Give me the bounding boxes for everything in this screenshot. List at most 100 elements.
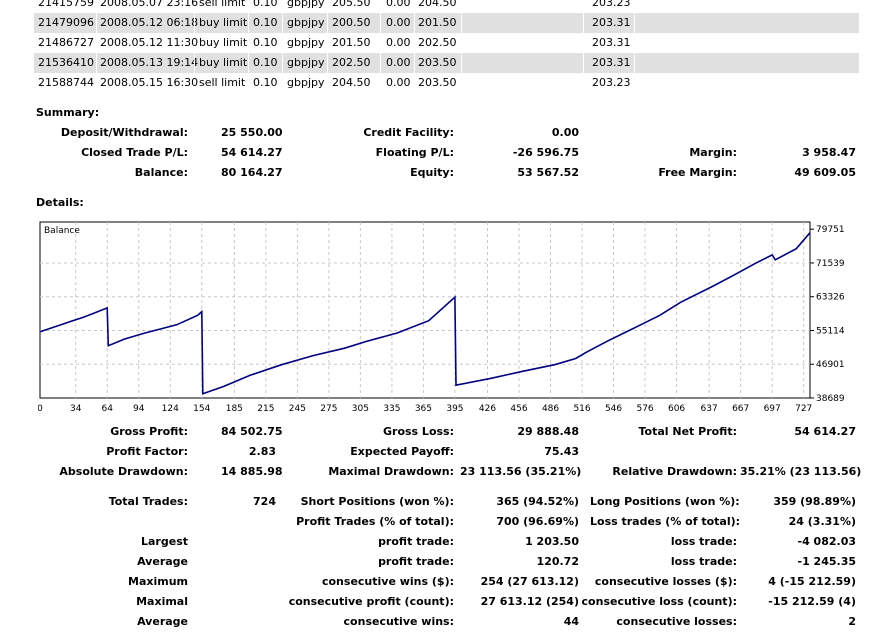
x-tick-label: 215	[257, 404, 274, 414]
floating-pl-value: -26 596.75	[512, 146, 579, 159]
gross-loss: 29 888.48	[517, 425, 579, 438]
maximal-label: Maximal	[136, 595, 188, 608]
order-current: 203.31	[592, 16, 631, 29]
order-tp: 203.50	[418, 76, 457, 89]
order-price: 202.50	[332, 56, 371, 69]
column-divider	[327, 53, 328, 73]
x-tick-label: 516	[573, 404, 590, 414]
total-trades: 724	[253, 495, 276, 508]
total-net-profit-label: Total Net Profit:	[638, 425, 738, 438]
deposit-label: Deposit/Withdrawal:	[60, 126, 188, 139]
deposit-value: 25 550.00	[221, 126, 283, 139]
relative-drawdown-label: Relative Drawdown:	[612, 465, 737, 478]
balance-label: Balance:	[134, 166, 188, 179]
max-losses-label: consecutive losses ($):	[594, 575, 737, 588]
gross-profit-label: Gross Profit:	[110, 425, 188, 438]
profit-factor-label: Profit Factor:	[106, 445, 188, 458]
closed-pl-label: Closed Trade P/L:	[81, 146, 188, 159]
x-tick-label: 34	[70, 404, 82, 414]
order-tp: 202.50	[418, 36, 457, 49]
free-margin-label: Free Margin:	[658, 166, 737, 179]
avg-cons-losses-label: consecutive losses:	[616, 615, 737, 628]
x-tick-label: 395	[446, 404, 463, 414]
column-divider	[96, 13, 97, 33]
credit-label: Credit Facility:	[363, 126, 454, 139]
x-tick-label: 0	[38, 404, 43, 414]
average-label: Average	[137, 555, 188, 568]
order-price: 205.50	[332, 0, 371, 9]
column-divider	[327, 13, 328, 33]
x-tick-label: 335	[383, 404, 400, 414]
order-price: 200.50	[332, 16, 371, 29]
order-type: sell limit	[199, 0, 246, 9]
floating-pl-label: Floating P/L:	[375, 146, 454, 159]
avg-cons-wins: 44	[563, 615, 579, 628]
column-divider	[282, 13, 283, 33]
order-symbol: gbpjpy	[287, 16, 325, 29]
x-tick-label: 576	[636, 404, 653, 414]
x-tick-label: 185	[226, 404, 243, 414]
largest-label: Largest	[141, 535, 188, 548]
order-time: 2008.05.15 16:30	[100, 76, 199, 89]
column-divider	[461, 13, 462, 33]
avg-cons-wins-label: consecutive wins:	[343, 615, 454, 628]
margin-label: Margin:	[689, 146, 737, 159]
order-size: 0.10	[253, 0, 278, 9]
column-divider	[583, 53, 584, 73]
maximal-profit-label: consecutive profit (count):	[288, 595, 454, 608]
max-wins-label: consecutive wins ($):	[321, 575, 454, 588]
long-positions-label: Long Positions (won %):	[590, 495, 740, 508]
y-tick-label: 46901	[816, 360, 845, 370]
column-divider	[96, 53, 97, 73]
y-tick-label: 79751	[816, 225, 845, 235]
x-tick-label: 546	[605, 404, 622, 414]
x-tick-label: 275	[320, 404, 337, 414]
average-loss-label: loss trade:	[670, 555, 737, 568]
maximal-loss: -15 212.59 (4)	[768, 595, 856, 608]
max-losses: 4 (-15 212.59)	[768, 575, 856, 588]
absolute-drawdown: 14 885.98	[221, 465, 283, 478]
order-time: 2008.05.12 06:18	[100, 16, 199, 29]
summary-heading: Summary:	[36, 106, 100, 119]
balance-series-line	[39, 232, 811, 395]
order-symbol: gbpjpy	[287, 76, 325, 89]
total-net-profit: 54 614.27	[794, 425, 856, 438]
chart-title: Balance	[44, 226, 80, 236]
maximal-drawdown-label: Maximal Drawdown:	[328, 465, 454, 478]
order-sl: 0.00	[386, 0, 411, 9]
order-sl: 0.00	[386, 56, 411, 69]
balance-chart: 0 34 64 94 124 154 185 215 245 275 305 335 365 395 426…	[38, 221, 845, 414]
largest-profit: 1 203.50	[525, 535, 579, 548]
x-tick-label: 64	[102, 404, 114, 414]
x-tick-label: 456	[510, 404, 527, 414]
short-positions: 365 (94.52%)	[496, 495, 579, 508]
average-loss: -1 245.35	[797, 555, 857, 568]
order-row: 21536410 2008.05.13 19:14 buy limit 0.10 gbp…	[34, 53, 859, 73]
profit-trades: 700 (96.69%)	[496, 515, 579, 528]
column-divider	[282, 53, 283, 73]
x-tick-label: 94	[133, 404, 145, 414]
order-sl: 0.00	[386, 76, 411, 89]
column-divider	[634, 13, 635, 33]
average2-label: Average	[137, 615, 188, 628]
order-size: 0.10	[253, 36, 278, 49]
expected-payoff-label: Expected Payoff:	[350, 445, 454, 458]
order-id: 21486727	[38, 36, 94, 49]
order-sl: 0.00	[386, 16, 411, 29]
maximal-drawdown: 23 113.56 (35.21%)	[460, 465, 582, 478]
column-divider	[461, 53, 462, 73]
gross-profit: 84 502.75	[221, 425, 283, 438]
max-wins: 254 (27 613.12)	[480, 575, 579, 588]
order-symbol: gbpjpy	[287, 0, 325, 9]
largest-loss-label: loss trade:	[670, 535, 737, 548]
y-tick-label: 63326	[816, 293, 845, 303]
x-tick-label: 245	[289, 404, 306, 414]
profit-trades-label: Profit Trades (% of total):	[296, 515, 454, 528]
order-row: 21415759 2008.05.07 23:16 sell limit 0.10 gb…	[34, 0, 859, 13]
maximum-label: Maximum	[128, 575, 188, 588]
loss-trades-label: Loss trades (% of total):	[590, 515, 741, 528]
column-divider	[414, 13, 415, 33]
margin-value: 3 958.47	[802, 146, 856, 159]
column-divider	[380, 53, 381, 73]
order-symbol: gbpjpy	[287, 36, 325, 49]
